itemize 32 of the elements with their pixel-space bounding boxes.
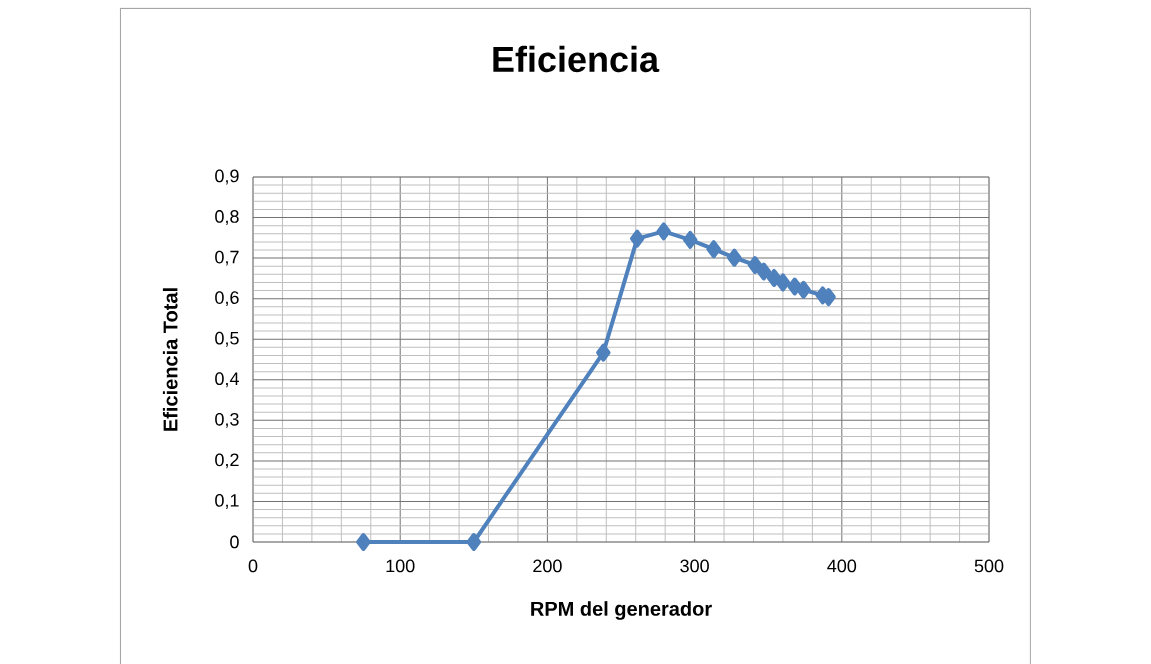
point xyxy=(706,240,721,259)
y-tick-label: 0,6 xyxy=(215,291,239,307)
x-tick-label: 500 xyxy=(974,559,1004,573)
point xyxy=(756,262,772,281)
point xyxy=(656,222,671,241)
x-tick-label: 200 xyxy=(533,559,562,573)
x-tick-label: 300 xyxy=(680,559,709,573)
y-tick-label: 0 xyxy=(230,535,239,549)
y-tick-label: 0,1 xyxy=(215,494,239,509)
point xyxy=(682,230,698,249)
y-tick-label: 0,7 xyxy=(215,250,239,266)
point xyxy=(775,273,791,292)
y-tick-label: 0,5 xyxy=(215,331,239,347)
point xyxy=(727,248,742,267)
y-tick-label: 0,4 xyxy=(215,372,239,388)
point xyxy=(747,256,763,275)
y-tick-label: 0,2 xyxy=(215,453,239,469)
x-tick-label: 100 xyxy=(386,559,415,573)
x-tick-label: 0 xyxy=(248,559,258,573)
y-tick-label: 0,9 xyxy=(215,169,239,185)
point xyxy=(356,533,371,551)
point xyxy=(466,533,482,551)
point xyxy=(629,229,645,248)
chart-title: Eficiencia xyxy=(493,45,660,73)
point xyxy=(796,280,811,299)
point xyxy=(766,268,782,287)
x-axis-title: RPM del generador xyxy=(531,601,712,620)
y-tick-label: 0,3 xyxy=(215,412,239,428)
x-tick-label: 400 xyxy=(827,559,857,573)
y-tick-label: 0,8 xyxy=(215,210,239,225)
point xyxy=(596,343,611,362)
y-axis-title: Eficiencia Total xyxy=(162,288,178,431)
